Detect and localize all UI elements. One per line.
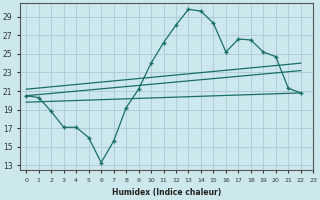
X-axis label: Humidex (Indice chaleur): Humidex (Indice chaleur): [112, 188, 221, 197]
